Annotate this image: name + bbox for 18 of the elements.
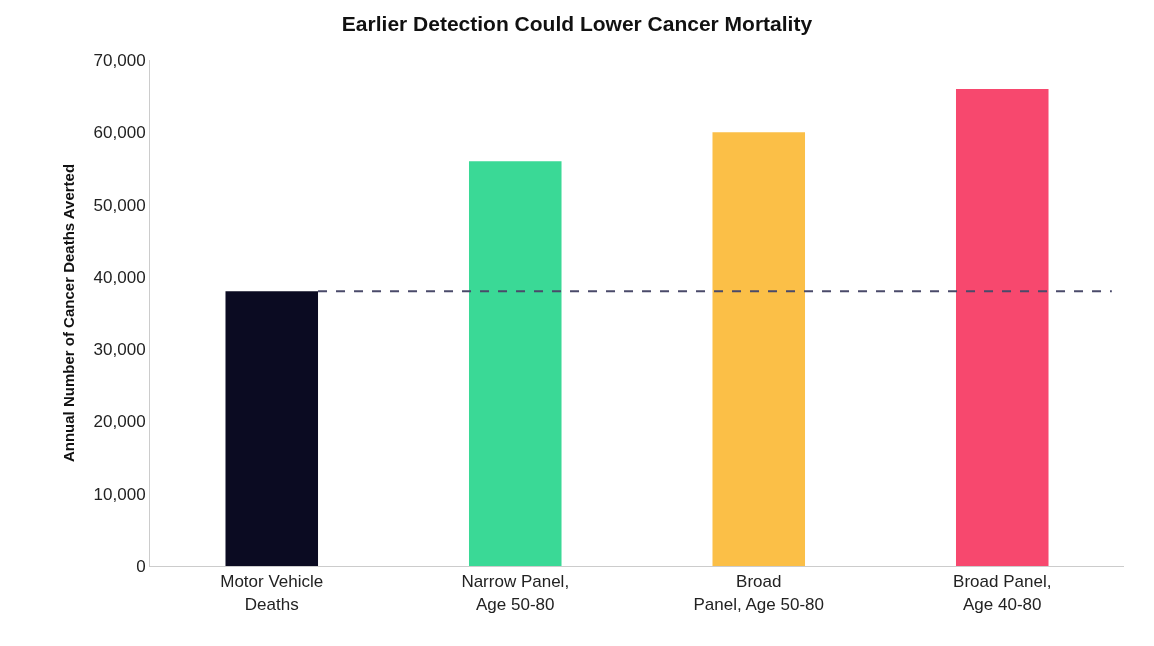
x-tick-label: Narrow Panel, Age 50-80 — [461, 572, 570, 614]
y-tick-label: 0 — [136, 556, 146, 576]
y-tick-label: 40,000 — [93, 267, 146, 287]
y-tick-label: 30,000 — [93, 340, 146, 360]
x-tick-label: Broad Panel, Age 50-80 — [693, 572, 824, 614]
bar — [712, 132, 806, 566]
y-tick-label: 50,000 — [93, 195, 146, 215]
y-axis-title: Annual Number of Cancer Deaths Averted — [59, 163, 77, 463]
chart-title: Earlier Detection Could Lower Cancer Mortality — [341, 11, 813, 35]
x-tick-label: Broad Panel, Age 40-80 — [953, 572, 1052, 614]
y-tick-label: 70,000 — [93, 50, 146, 70]
y-tick-label: 20,000 — [93, 412, 146, 432]
x-tick-label: Motor Vehicle Deaths — [220, 572, 324, 614]
y-tick-label: 10,000 — [93, 484, 146, 504]
bar — [468, 161, 562, 566]
bar — [955, 88, 1049, 566]
y-tick-label: 60,000 — [93, 123, 146, 143]
bar — [225, 291, 319, 566]
